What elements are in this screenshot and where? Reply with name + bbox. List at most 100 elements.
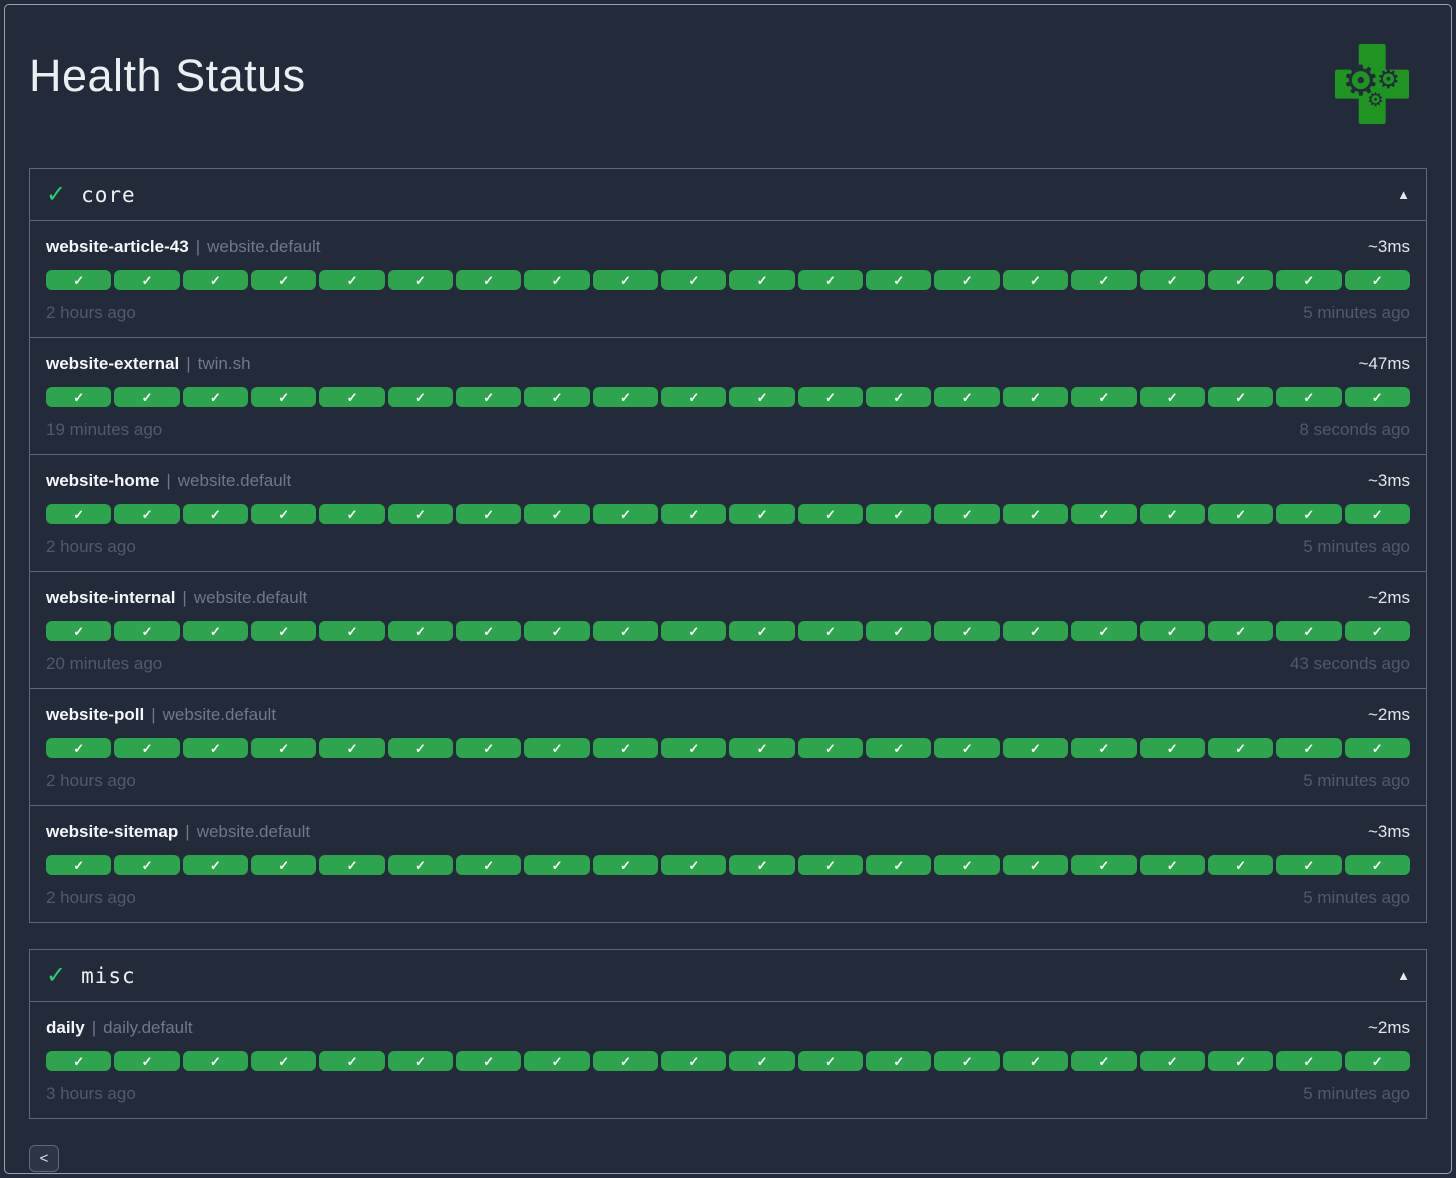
check-result-badge[interactable]: ✓ [592, 855, 659, 875]
check-result-badge[interactable]: ✓ [1207, 270, 1274, 290]
check-result-badge[interactable]: ✓ [661, 1051, 727, 1071]
endpoint-row[interactable]: website-poll | website.default ~2ms ✓ ✓ ✓ ✓… [30, 689, 1426, 806]
check-result-badge[interactable]: ✓ [1139, 855, 1205, 875]
section-header-misc[interactable]: ✓ misc ▲ [30, 950, 1426, 1002]
check-result-badge[interactable]: ✓ [319, 1051, 385, 1071]
check-result-badge[interactable]: ✓ [1207, 621, 1274, 641]
check-result-badge[interactable]: ✓ [729, 855, 795, 875]
check-result-badge[interactable]: ✓ [729, 738, 795, 758]
check-result-badge[interactable]: ✓ [319, 504, 385, 524]
check-result-badge[interactable]: ✓ [1139, 270, 1205, 290]
check-result-badge[interactable]: ✓ [387, 270, 454, 290]
check-result-badge[interactable]: ✓ [1002, 270, 1069, 290]
check-result-badge[interactable]: ✓ [387, 855, 454, 875]
check-result-badge[interactable]: ✓ [114, 504, 180, 524]
check-result-badge[interactable]: ✓ [1344, 387, 1410, 407]
check-result-badge[interactable]: ✓ [1207, 1051, 1274, 1071]
check-result-badge[interactable]: ✓ [1344, 855, 1410, 875]
check-result-badge[interactable]: ✓ [866, 621, 932, 641]
check-result-badge[interactable]: ✓ [592, 270, 659, 290]
check-result-badge[interactable]: ✓ [46, 387, 112, 407]
check-result-badge[interactable]: ✓ [46, 621, 112, 641]
check-result-badge[interactable]: ✓ [1276, 855, 1342, 875]
check-result-badge[interactable]: ✓ [456, 387, 522, 407]
check-result-badge[interactable]: ✓ [1276, 1051, 1342, 1071]
check-result-badge[interactable]: ✓ [729, 387, 795, 407]
check-result-badge[interactable]: ✓ [182, 621, 249, 641]
check-result-badge[interactable]: ✓ [46, 270, 112, 290]
check-result-badge[interactable]: ✓ [1002, 387, 1069, 407]
check-result-badge[interactable]: ✓ [251, 738, 317, 758]
check-result-badge[interactable]: ✓ [934, 270, 1000, 290]
check-result-badge[interactable]: ✓ [319, 621, 385, 641]
check-result-badge[interactable]: ✓ [524, 504, 590, 524]
check-result-badge[interactable]: ✓ [1139, 1051, 1205, 1071]
check-result-badge[interactable]: ✓ [114, 738, 180, 758]
check-result-badge[interactable]: ✓ [934, 738, 1000, 758]
check-result-badge[interactable]: ✓ [866, 855, 932, 875]
check-result-badge[interactable]: ✓ [387, 387, 454, 407]
check-result-badge[interactable]: ✓ [524, 855, 590, 875]
check-result-badge[interactable]: ✓ [114, 270, 180, 290]
check-result-badge[interactable]: ✓ [46, 855, 112, 875]
check-result-badge[interactable]: ✓ [456, 1051, 522, 1071]
check-result-badge[interactable]: ✓ [251, 270, 317, 290]
check-result-badge[interactable]: ✓ [729, 270, 795, 290]
check-result-badge[interactable]: ✓ [1139, 621, 1205, 641]
check-result-badge[interactable]: ✓ [319, 738, 385, 758]
check-result-badge[interactable]: ✓ [592, 1051, 659, 1071]
check-result-badge[interactable]: ✓ [1276, 387, 1342, 407]
check-result-badge[interactable]: ✓ [46, 1051, 112, 1071]
check-result-badge[interactable]: ✓ [661, 621, 727, 641]
check-result-badge[interactable]: ✓ [1344, 621, 1410, 641]
check-result-badge[interactable]: ✓ [797, 738, 864, 758]
check-result-badge[interactable]: ✓ [934, 855, 1000, 875]
check-result-badge[interactable]: ✓ [661, 738, 727, 758]
endpoint-row[interactable]: website-external | twin.sh ~47ms ✓ ✓ ✓ ✓ ✓ ✓ ✓… [30, 338, 1426, 455]
check-result-badge[interactable]: ✓ [934, 1051, 1000, 1071]
check-result-badge[interactable]: ✓ [1344, 270, 1410, 290]
check-result-badge[interactable]: ✓ [661, 855, 727, 875]
check-result-badge[interactable]: ✓ [1071, 387, 1137, 407]
check-result-badge[interactable]: ✓ [114, 387, 180, 407]
check-result-badge[interactable]: ✓ [592, 621, 659, 641]
endpoint-row[interactable]: website-home | website.default ~3ms ✓ ✓ ✓ ✓… [30, 455, 1426, 572]
check-result-badge[interactable]: ✓ [1276, 621, 1342, 641]
check-result-badge[interactable]: ✓ [592, 387, 659, 407]
check-result-badge[interactable]: ✓ [387, 621, 454, 641]
check-result-badge[interactable]: ✓ [1344, 738, 1410, 758]
check-result-badge[interactable]: ✓ [387, 1051, 454, 1071]
check-result-badge[interactable]: ✓ [524, 270, 590, 290]
check-result-badge[interactable]: ✓ [661, 387, 727, 407]
check-result-badge[interactable]: ✓ [934, 504, 1000, 524]
check-result-badge[interactable]: ✓ [866, 504, 932, 524]
previous-page-button[interactable]: < [29, 1145, 59, 1172]
check-result-badge[interactable]: ✓ [1207, 855, 1274, 875]
check-result-badge[interactable]: ✓ [1207, 504, 1274, 524]
check-result-badge[interactable]: ✓ [456, 504, 522, 524]
check-result-badge[interactable]: ✓ [319, 855, 385, 875]
check-result-badge[interactable]: ✓ [1276, 504, 1342, 524]
check-result-badge[interactable]: ✓ [1139, 738, 1205, 758]
check-result-badge[interactable]: ✓ [251, 621, 317, 641]
check-result-badge[interactable]: ✓ [661, 504, 727, 524]
check-result-badge[interactable]: ✓ [524, 738, 590, 758]
endpoint-row[interactable]: website-internal | website.default ~2ms … [30, 572, 1426, 689]
check-result-badge[interactable]: ✓ [251, 504, 317, 524]
check-result-badge[interactable]: ✓ [1344, 504, 1410, 524]
check-result-badge[interactable]: ✓ [524, 387, 590, 407]
check-result-badge[interactable]: ✓ [934, 621, 1000, 641]
check-result-badge[interactable]: ✓ [456, 621, 522, 641]
check-result-badge[interactable]: ✓ [1002, 504, 1069, 524]
check-result-badge[interactable]: ✓ [1139, 504, 1205, 524]
check-result-badge[interactable]: ✓ [1002, 621, 1069, 641]
check-result-badge[interactable]: ✓ [797, 855, 864, 875]
check-result-badge[interactable]: ✓ [387, 504, 454, 524]
check-result-badge[interactable]: ✓ [729, 1051, 795, 1071]
check-result-badge[interactable]: ✓ [387, 738, 454, 758]
check-result-badge[interactable]: ✓ [729, 504, 795, 524]
check-result-badge[interactable]: ✓ [1071, 270, 1137, 290]
check-result-badge[interactable]: ✓ [934, 387, 1000, 407]
check-result-badge[interactable]: ✓ [797, 1051, 864, 1071]
check-result-badge[interactable]: ✓ [1071, 504, 1137, 524]
